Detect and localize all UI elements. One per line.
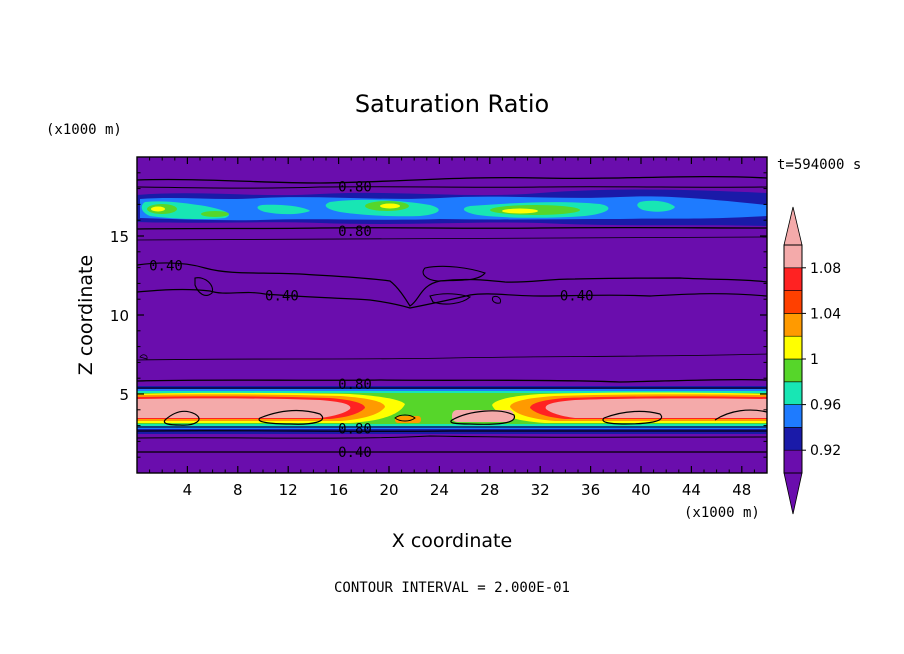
- colorbar-upper-arrow: [783, 206, 803, 246]
- y-tick-label: 5: [119, 386, 129, 404]
- colorbar-segment: [783, 313, 803, 337]
- chart-title: Saturation Ratio: [355, 90, 549, 118]
- upper-layer-cyan-4: [637, 200, 675, 212]
- contour-line: [139, 354, 148, 360]
- colorbar-label: 0.92: [810, 443, 841, 459]
- upper-moist-layer: [137, 189, 767, 226]
- x-tick-label: 12: [279, 481, 298, 499]
- colorbar-segment: [783, 404, 803, 428]
- colorbar-segment: [783, 290, 803, 314]
- colorbar-segment: [783, 449, 803, 474]
- colorbar-label: 1.04: [810, 306, 841, 322]
- contour-line: [137, 430, 767, 432]
- contour-label: 0.80: [338, 421, 372, 437]
- x-tick-label: 20: [379, 481, 398, 499]
- contour-line: [137, 353, 767, 361]
- x-unit-label: (x1000 m): [684, 505, 760, 521]
- colorbar-segment: [783, 244, 803, 269]
- x-tick-label: 44: [682, 481, 701, 499]
- lower-layer-pink-left: [137, 398, 351, 418]
- colorbar: 1.08 1.04 1 0.96 0.92: [783, 206, 841, 515]
- contour-labels: 0.80 0.80 0.40 0.40 0.40 0.80 0.80 0.40: [149, 180, 594, 461]
- colorbar-segment: [783, 381, 803, 405]
- y-tick-label: 15: [110, 228, 129, 246]
- plot-area: [137, 157, 767, 473]
- x-tick-label: 48: [732, 481, 751, 499]
- contour-line: [137, 435, 767, 439]
- x-tick-label: 16: [329, 481, 348, 499]
- contour-label: 0.40: [149, 259, 183, 275]
- colorbar-segment: [783, 267, 803, 291]
- time-label: t=594000 s: [777, 157, 861, 173]
- x-axis-ticks: 4 8 12 16 20 24 28 32 36 40 44 48: [149, 157, 755, 499]
- x-tick-label: 36: [581, 481, 600, 499]
- contour-line: [258, 409, 324, 425]
- lower-layer-pink-right: [545, 398, 767, 418]
- x-tick-label: 8: [233, 481, 243, 499]
- contour-line: [394, 414, 416, 422]
- x-tick-label: 32: [531, 481, 550, 499]
- contour-line: [137, 226, 767, 230]
- colorbar-label: 1.08: [810, 261, 841, 277]
- contour-line: [137, 175, 767, 184]
- contour-line: [137, 378, 767, 383]
- contour-line: [714, 409, 767, 421]
- colorbar-lower-arrow: [783, 472, 803, 515]
- contour-label: 0.80: [338, 377, 372, 393]
- contour-line: [194, 277, 214, 296]
- upper-layer-blue: [140, 196, 767, 221]
- x-tick-label: 40: [631, 481, 650, 499]
- contour-label: 0.40: [560, 289, 594, 305]
- lower-layer-orange-blob: [395, 416, 421, 423]
- contour-line: [492, 296, 501, 304]
- colorbar-segment: [783, 335, 803, 360]
- contour-line: [450, 410, 515, 425]
- contour-line: [137, 288, 767, 309]
- x-axis-label: X coordinate: [392, 530, 512, 552]
- contour-lines: [137, 175, 767, 453]
- y-unit-label: (x1000 m): [46, 122, 122, 138]
- y-axis-label: Z coordinate: [75, 255, 97, 375]
- upper-layer-green-4: [201, 211, 229, 217]
- colorbar-label: 0.96: [810, 398, 841, 414]
- x-tick-label: 24: [430, 481, 449, 499]
- upper-layer-yellow-1: [151, 206, 165, 212]
- upper-layer-yellow-3: [502, 208, 538, 214]
- contour-label: 0.40: [265, 289, 299, 305]
- contour-line: [137, 186, 767, 189]
- contour-interval-label: CONTOUR INTERVAL = 2.000E-01: [334, 580, 570, 596]
- x-tick-label: 28: [480, 481, 499, 499]
- x-tick-label: 4: [183, 481, 193, 499]
- lower-layer-pink-center: [452, 410, 514, 422]
- y-tick-label: 10: [110, 307, 129, 325]
- contour-line: [137, 262, 767, 307]
- contour-line: [602, 410, 663, 425]
- contour-line: [163, 410, 200, 426]
- lower-supersaturated-layer: [137, 386, 767, 434]
- y-axis-ticks: 5 10 15: [110, 172, 767, 458]
- contour-line: [137, 236, 767, 241]
- contour-label: 0.80: [338, 180, 372, 196]
- colorbar-label: 1: [810, 352, 819, 368]
- contour-label: 0.80: [338, 224, 372, 240]
- contour-line: [422, 265, 486, 282]
- colorbar-segment: [783, 358, 803, 383]
- upper-layer-cyan-5: [257, 204, 310, 215]
- contour-line: [429, 293, 472, 305]
- colorbar-segment: [783, 427, 803, 451]
- upper-layer-yellow-2: [380, 203, 400, 209]
- contour-label: 0.40: [338, 445, 372, 461]
